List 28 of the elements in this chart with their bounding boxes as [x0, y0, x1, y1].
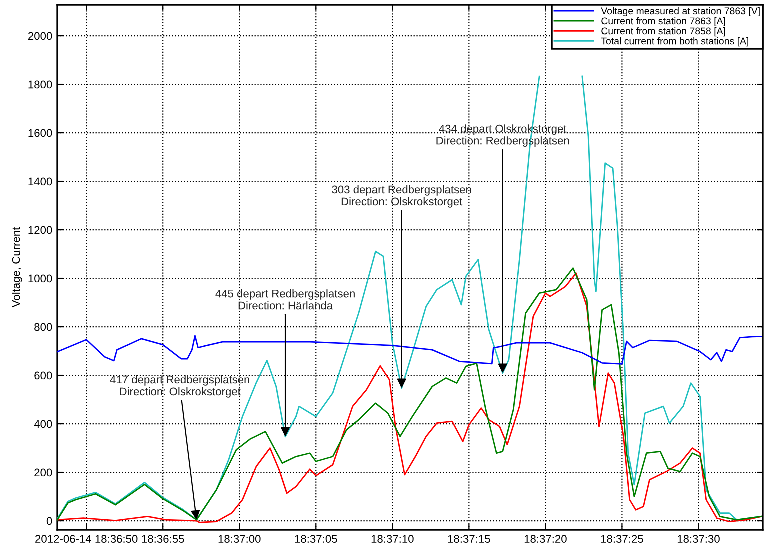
y-tick-label: 1600	[28, 129, 52, 138]
legend-label: Total current from both stations [A]	[601, 38, 748, 47]
y-tick-label: 200	[34, 468, 52, 477]
y-tick-label: 600	[34, 372, 52, 380]
x-tick-label: 18:37:05	[295, 535, 338, 544]
x-tick-label: 18:37:30	[678, 535, 720, 544]
y-axis-title: Voltage, Current	[12, 227, 22, 308]
annotation: 445 depart Redbergsplatsen Direction: Härlanda	[216, 290, 355, 310]
legend-label: Current from station 7863 [A]	[602, 17, 726, 27]
y-tick-label: 2000	[28, 32, 52, 40]
x-tick-label: 2012-06-14 18:36:50	[36, 535, 138, 544]
y-tick-label: 1400	[28, 178, 52, 186]
legend-label: Voltage measured at station 7863 [V]	[601, 7, 760, 16]
x-tick-label: 18:37:00	[218, 535, 261, 544]
x-tick-label: 18:37:20	[524, 535, 567, 544]
x-tick-label: 18:37:10	[372, 535, 414, 544]
y-tick-label: 1200	[28, 226, 52, 234]
y-tick-label: 1000	[28, 274, 52, 283]
y-tick-label: 400	[34, 420, 52, 428]
x-tick-label: 18:37:25	[601, 535, 644, 544]
y-tick-label: 800	[34, 323, 52, 332]
annotation: 303 depart Redbergsplatsen Direction: Olskrokstorget	[332, 186, 472, 208]
legend-label: Current from station 7858 [A]	[602, 28, 726, 37]
x-tick-label: 18:37:15	[448, 535, 490, 544]
annotation: 417 depart Redbergsplatsen Direction: Olskrokstorget	[110, 376, 250, 398]
y-tick-label: 1800	[28, 80, 52, 89]
y-tick-label: 0	[46, 517, 52, 526]
x-tick-label: 18:36:55	[142, 535, 184, 544]
